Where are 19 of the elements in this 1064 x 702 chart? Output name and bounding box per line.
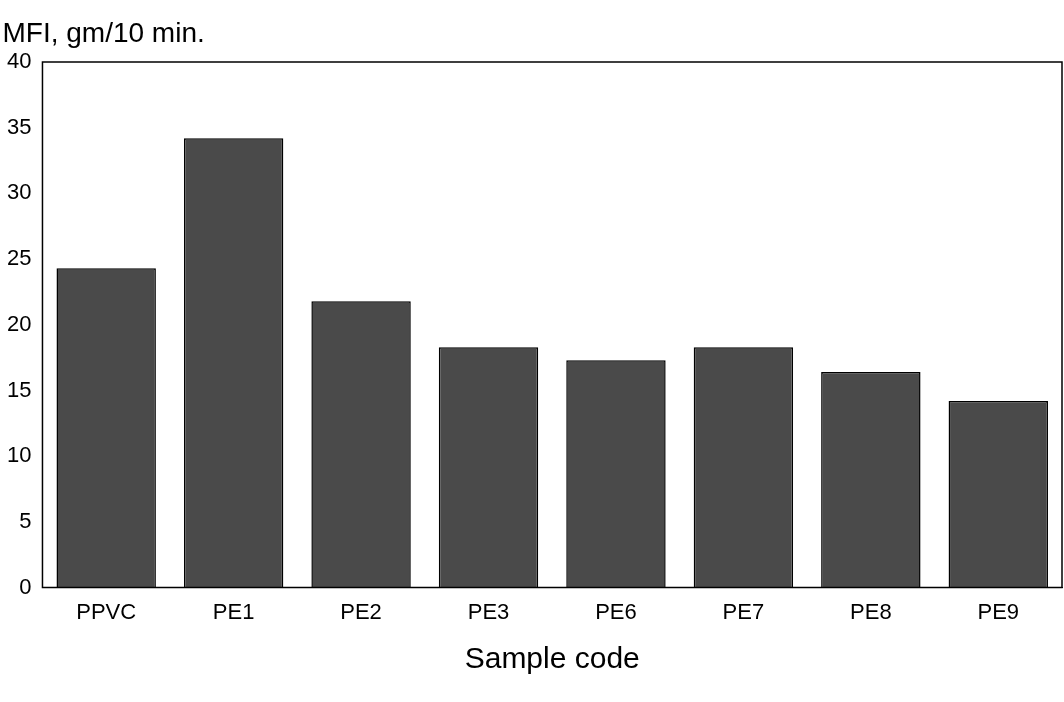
x-tick-label: PE6	[595, 598, 637, 624]
y-tick-label: 0	[19, 573, 32, 599]
x-tick-label: PE3	[467, 598, 510, 624]
y-tick-label: 15	[6, 376, 32, 402]
x-axis-title: Sample code	[464, 641, 640, 675]
x-tick-label: PE2	[340, 598, 382, 624]
x-tick-label: PPVC	[76, 598, 137, 624]
y-axis-title: MFI, gm/10 min.	[2, 16, 205, 48]
y-tick-label: 5	[19, 507, 32, 533]
x-tick-label: PE9	[977, 598, 1020, 624]
x-tick-label: PE7	[722, 598, 765, 624]
y-tick-label: 35	[6, 113, 32, 139]
y-tick-label: 25	[6, 245, 32, 271]
y-tick-label: 10	[6, 442, 32, 468]
x-tick-label: PE8	[850, 598, 892, 624]
y-tick-label: 20	[6, 310, 32, 336]
y-tick-label: 40	[6, 48, 32, 74]
y-tick-label: 30	[6, 179, 32, 205]
x-tick-label: PE1	[212, 598, 255, 624]
